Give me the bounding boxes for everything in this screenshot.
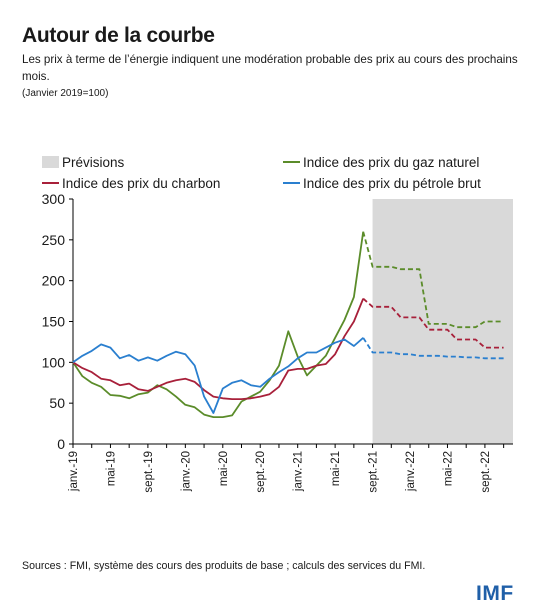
imf-logo: IMF — [476, 582, 514, 605]
forecast-line-gas — [362, 231, 504, 329]
y-tick-label: 0 — [57, 436, 65, 452]
x-tick-label: mai-19 — [105, 451, 117, 486]
unit-note: (Janvier 2019=100) — [22, 88, 109, 99]
x-tick-label: sept.-20 — [255, 451, 267, 493]
legend-gas-label: Indice des prix du gaz naturel — [303, 155, 479, 170]
y-tick-label: 300 — [42, 191, 66, 207]
chart-title: Autour de la courbe — [22, 24, 215, 47]
chart-subtitle: Les prix à terme de l’énergie indiquent … — [22, 53, 518, 83]
series-line-oil — [72, 337, 364, 414]
x-tick-label: mai-22 — [442, 451, 454, 486]
legend-coal-label: Indice des prix du charbon — [62, 176, 220, 191]
y-tick-label: 50 — [49, 395, 65, 411]
forecast-line-coal — [362, 297, 504, 349]
y-tick-label: 250 — [42, 232, 66, 248]
x-tick-label: janv.-21 — [293, 451, 305, 492]
x-tick-label: janv.-19 — [68, 451, 80, 492]
x-tick-label: janv.-22 — [405, 451, 417, 492]
x-tick-label: janv.-20 — [180, 451, 192, 492]
legend-forecast-label: Prévisions — [62, 155, 125, 170]
y-tick-label: 100 — [42, 354, 66, 370]
y-tick-label: 150 — [42, 314, 66, 330]
series-line-coal — [72, 298, 365, 401]
x-tick-label: sept.-21 — [368, 451, 380, 493]
x-tick-label: sept.-19 — [143, 451, 155, 493]
series-line-gas — [72, 231, 365, 419]
x-tick-label: mai-21 — [330, 451, 342, 486]
y-tick-label: 200 — [42, 273, 66, 289]
source-note: Sources : FMI, système des cours des pro… — [22, 560, 426, 572]
legend-oil-label: Indice des prix du pétrole brut — [303, 176, 481, 191]
x-tick-label: mai-20 — [218, 451, 230, 486]
x-tick-label: sept.-22 — [480, 451, 492, 493]
legend-forecast-swatch — [42, 156, 59, 168]
